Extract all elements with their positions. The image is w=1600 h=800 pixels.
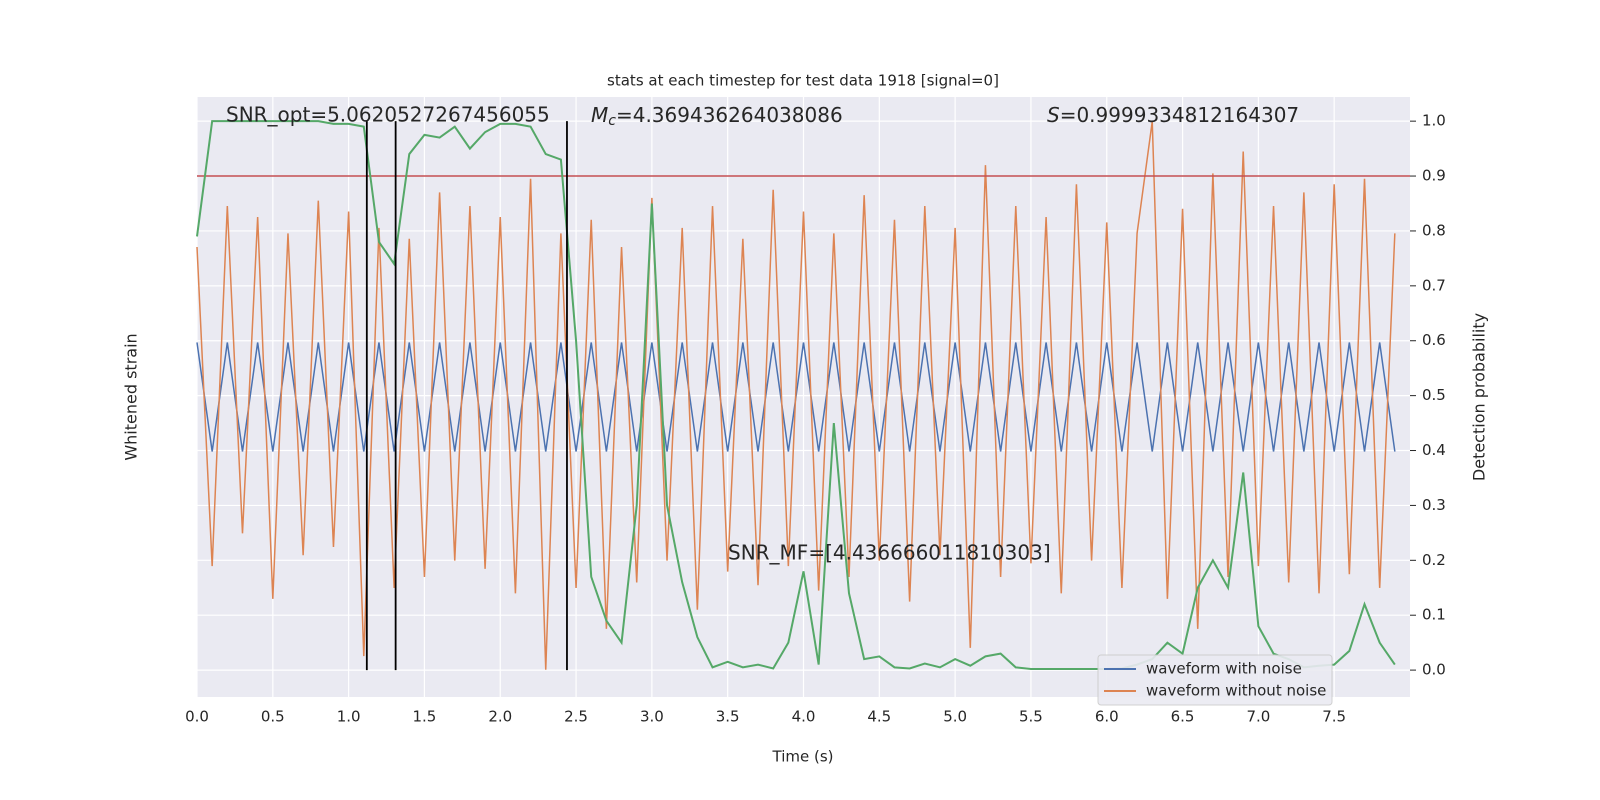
- y2-axis-label: Detection probability: [1470, 313, 1489, 481]
- y2-tick-label: 0.4: [1422, 441, 1446, 459]
- y2-tick-label: 0.9: [1422, 167, 1446, 185]
- y2-tick-label: 0.2: [1422, 551, 1446, 569]
- x-tick-label: 2.0: [488, 708, 512, 726]
- x-tick-label: 4.5: [867, 708, 891, 726]
- snr-mf: SNR_MF=[4.436666011810303]: [728, 541, 1051, 565]
- y2-tick-label: 1.0: [1422, 112, 1446, 130]
- x-tick-label: 0.0: [185, 708, 209, 726]
- mc-symbol: M: [591, 103, 608, 127]
- x-axis-label: Time (s): [772, 748, 834, 766]
- x-tick-label: 4.0: [792, 708, 816, 726]
- waveform-line: [196, 121, 1396, 670]
- probability-line: [196, 120, 1396, 671]
- y-axis-label: Whitened strain: [122, 333, 141, 460]
- x-tick-label: 1.0: [337, 708, 361, 726]
- y2-tick-label: 0.7: [1422, 276, 1446, 294]
- x-tick-label: 7.0: [1246, 708, 1270, 726]
- y2-tick-label: 0.5: [1422, 386, 1446, 404]
- s-value: =0.9999334812164307: [1060, 103, 1299, 127]
- mc-value: =4.369436264038086: [616, 103, 843, 127]
- y2-tick-label: 0.1: [1422, 606, 1446, 624]
- legend-label: waveform with noise: [1146, 660, 1302, 678]
- x-tick-label: 5.0: [943, 708, 967, 726]
- snr-opt: SNR_opt=5.0620527267456055: [226, 103, 550, 127]
- x-tick-label: 6.5: [1171, 708, 1195, 726]
- legend-box: [1097, 654, 1333, 706]
- x-tick-label: 2.5: [564, 708, 588, 726]
- x-tick-label: 5.5: [1019, 708, 1043, 726]
- x-tick-label: 3.0: [640, 708, 664, 726]
- y2-tick-label: 0.3: [1422, 496, 1446, 514]
- s-stat: S=0.9999334812164307: [1047, 103, 1299, 127]
- x-tick-label: 7.5: [1322, 708, 1346, 726]
- chirp-mass: Mc=4.369436264038086: [591, 103, 843, 130]
- y2-tick-label: 0.6: [1422, 331, 1446, 349]
- mc-subscript: c: [608, 113, 616, 129]
- x-tick-label: 1.5: [413, 708, 437, 726]
- y2-tick-label: 0.0: [1422, 661, 1446, 679]
- chart-title: stats at each timestep for test data 191…: [607, 72, 999, 90]
- x-tick-label: 6.0: [1095, 708, 1119, 726]
- y2-tick-label: 0.8: [1422, 221, 1446, 239]
- legend-label: waveform without noise: [1146, 682, 1326, 700]
- x-tick-label: 3.5: [716, 708, 740, 726]
- s-symbol: S: [1047, 103, 1060, 127]
- x-tick-label: 0.5: [261, 708, 285, 726]
